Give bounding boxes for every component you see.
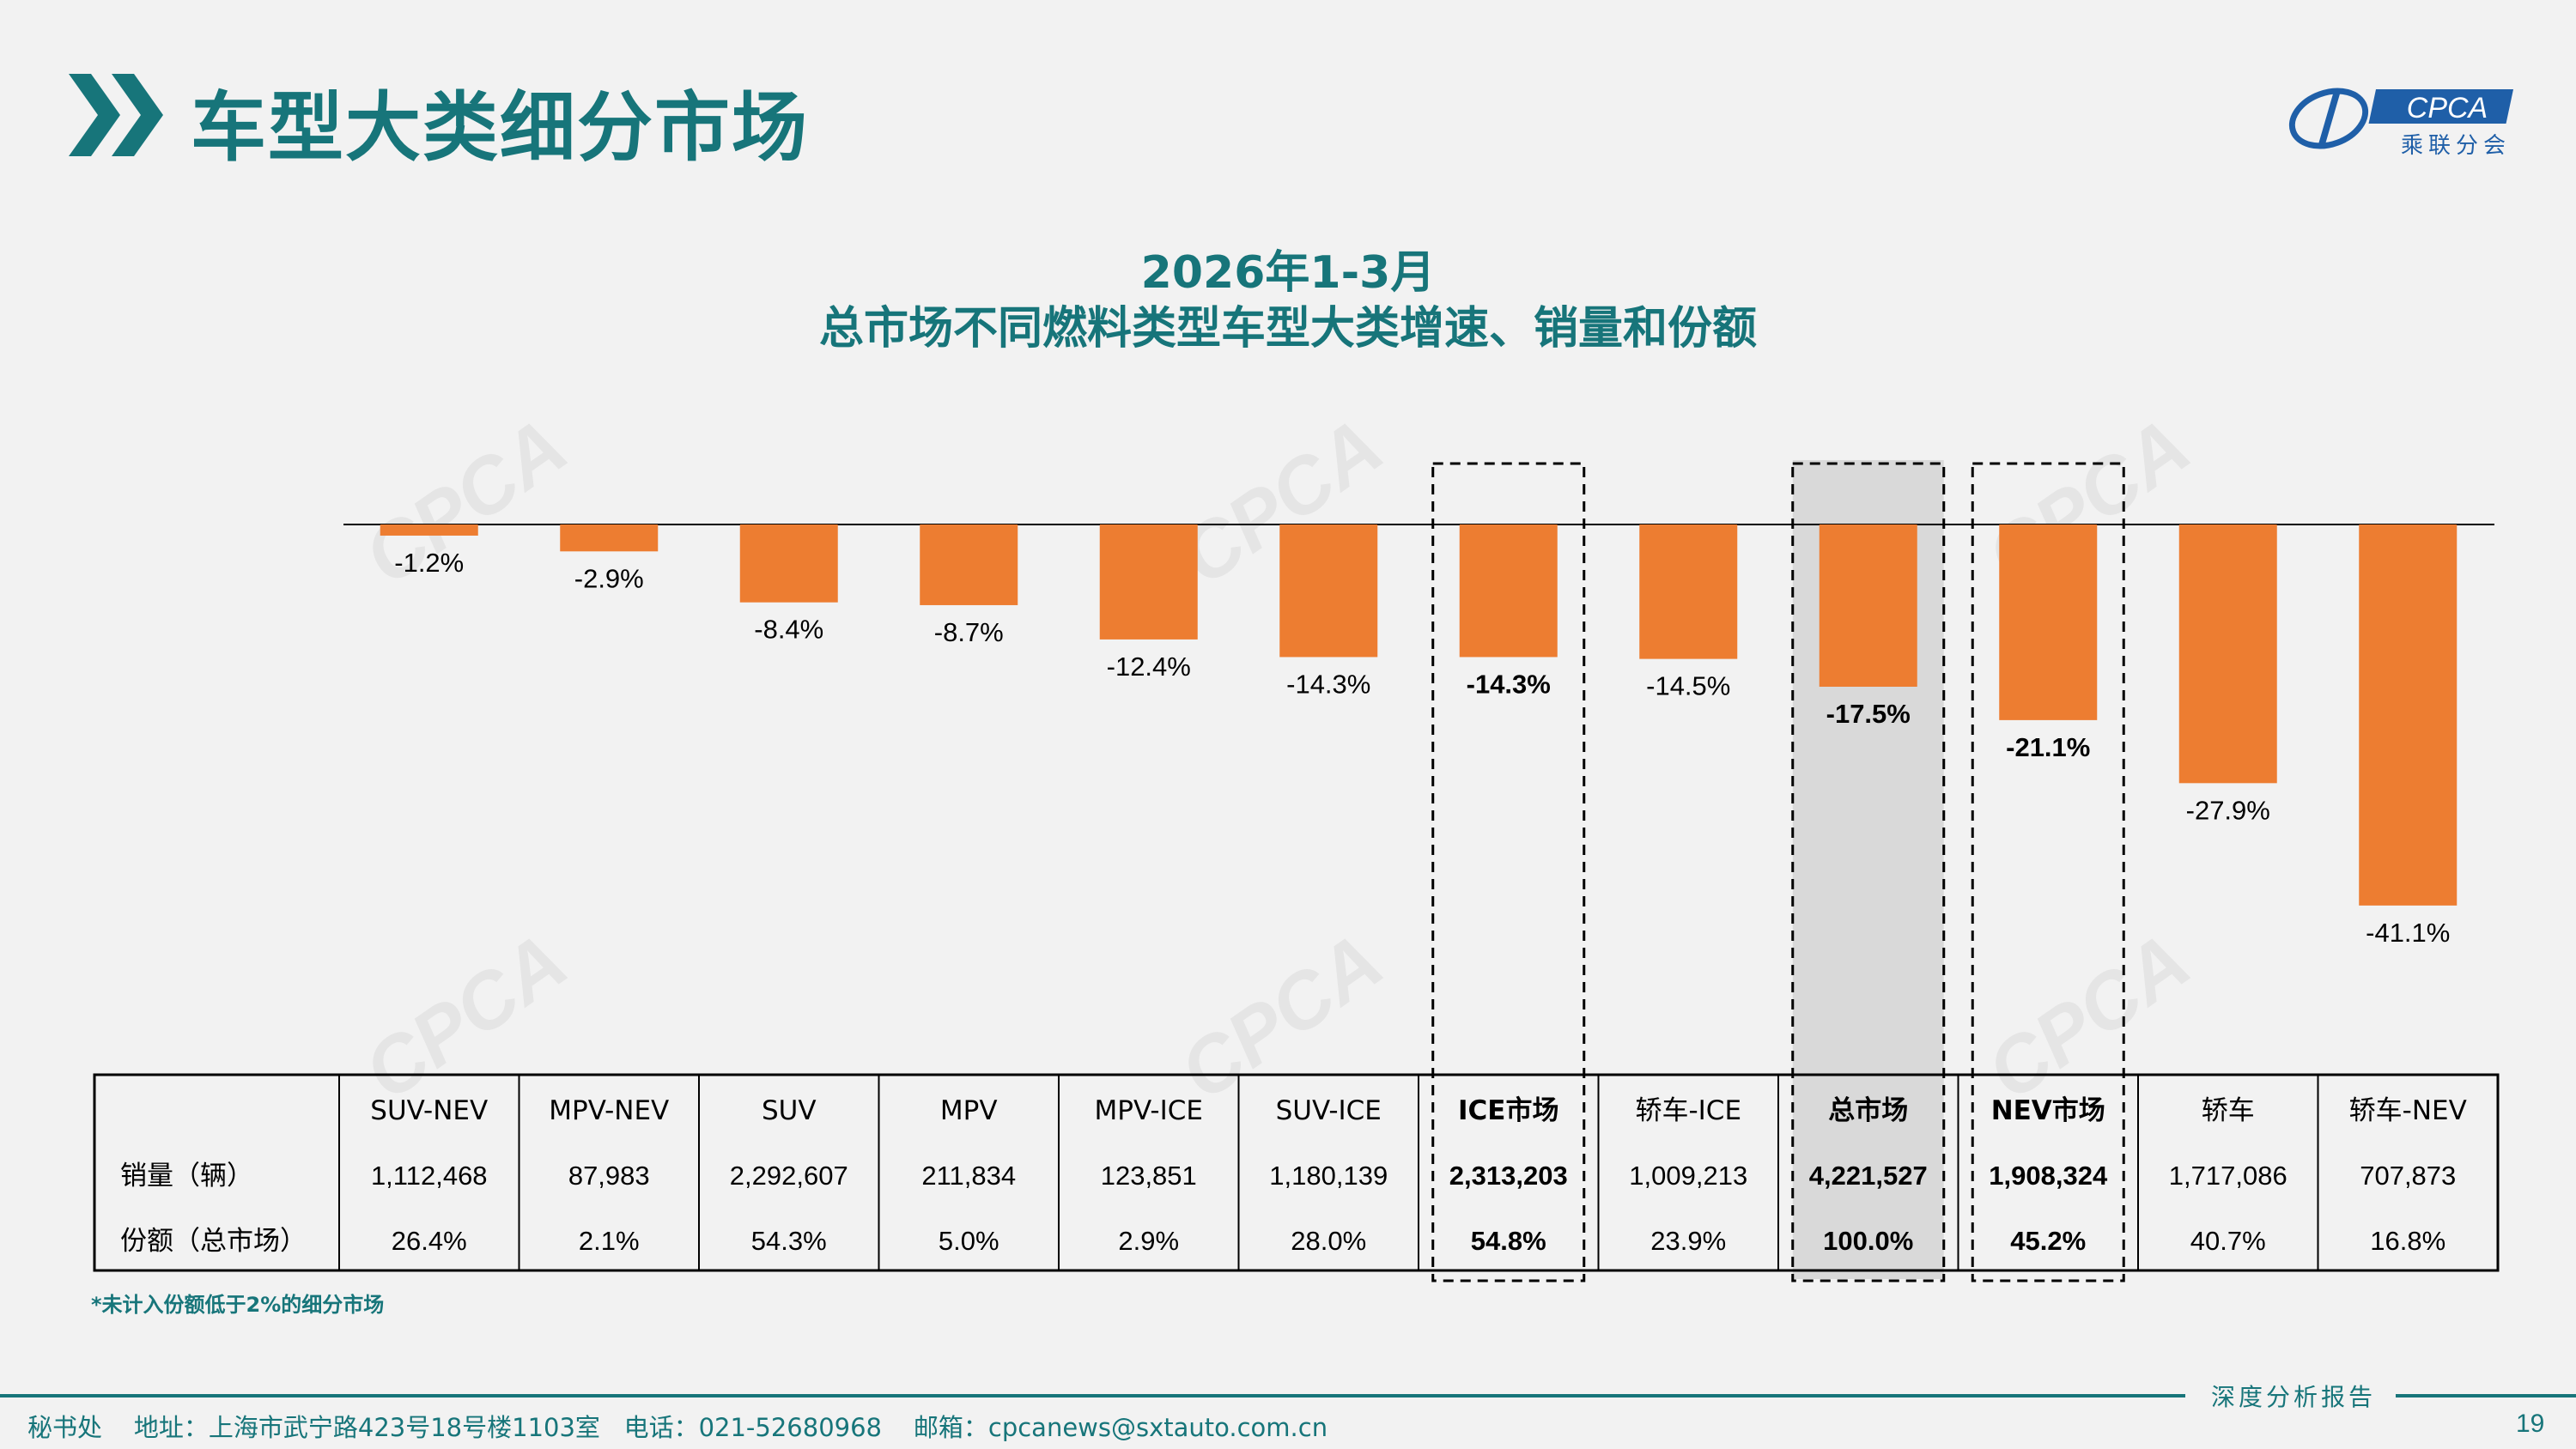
footer-line-right xyxy=(2396,1394,2576,1397)
bar-总市场 xyxy=(1819,524,1917,687)
bar-label-SUV: -8.4% xyxy=(754,615,823,645)
table-cell: 1,112,468 xyxy=(371,1161,488,1191)
watermark: CPCA xyxy=(1971,917,2205,1117)
table-header-MPV: MPV xyxy=(940,1095,998,1126)
table-cell: 707,873 xyxy=(2360,1161,2456,1191)
table-cell: 54.3% xyxy=(751,1226,827,1256)
table-cell: 87,983 xyxy=(568,1161,650,1191)
bar-label-NEV市场: -21.1% xyxy=(2006,732,2090,762)
table-row-label: 份额（总市场） xyxy=(120,1226,307,1257)
watermark: CPCA xyxy=(349,917,582,1117)
bar-SUV-ICE xyxy=(1279,524,1378,658)
table-header-轿车-NEV: 轿车-NEV xyxy=(2349,1095,2467,1126)
svg-text:乘联分会: 乘联分会 xyxy=(2401,133,2511,159)
page-number: 19 xyxy=(2516,1410,2545,1438)
table-header-轿车: 轿车 xyxy=(2202,1095,2255,1126)
table-cell: 16.8% xyxy=(2370,1226,2445,1256)
table-header-MPV-ICE: MPV-ICE xyxy=(1095,1095,1203,1126)
bar-轿车 xyxy=(2178,524,2277,784)
bar-label-轿车: -27.9% xyxy=(2186,795,2270,825)
bar-label-轿车-NEV: -41.1% xyxy=(2366,918,2450,948)
table-header-SUV-NEV: SUV-NEV xyxy=(370,1095,488,1126)
highlight-box-ICE市场 xyxy=(1431,462,1586,1282)
footer-contact: 秘书处 地址：上海市武宁路423号18号楼1103室 电话：021-526809… xyxy=(27,1413,1328,1442)
footnote: *未计入份额低于2%的细分市场 xyxy=(91,1293,385,1317)
table-row-label: 销量（辆） xyxy=(120,1161,253,1191)
table-cell: 26.4% xyxy=(392,1226,467,1256)
table-cell: 2,313,203 xyxy=(1449,1161,1568,1191)
table-cell: 1,717,086 xyxy=(2169,1161,2287,1191)
table-cell: 2,292,607 xyxy=(730,1161,848,1191)
table-cell: 2.9% xyxy=(1118,1226,1179,1256)
table-header-SUV: SUV xyxy=(762,1095,817,1126)
table-header-MPV-NEV: MPV-NEV xyxy=(549,1095,669,1126)
table-header-NEV市场: NEV市场 xyxy=(1991,1095,2105,1126)
table-header-轿车-ICE: 轿车-ICE xyxy=(1635,1095,1741,1126)
table-cell: 54.8% xyxy=(1471,1226,1546,1256)
bar-label-MPV-NEV: -2.9% xyxy=(574,563,644,593)
table-cell: 211,834 xyxy=(921,1161,1016,1191)
cpca-logo: CPCA 乘联分会 xyxy=(2288,88,2514,159)
bar-MPV-NEV xyxy=(560,524,659,552)
table-cell: 1,180,139 xyxy=(1269,1161,1388,1191)
bar-轿车-ICE xyxy=(1639,524,1738,659)
table-header-总市场: 总市场 xyxy=(1828,1095,1908,1126)
table-cell: 28.0% xyxy=(1291,1226,1366,1256)
table-cell: 45.2% xyxy=(2010,1226,2086,1256)
table-cell: 40.7% xyxy=(2190,1226,2266,1256)
chart-title-line1: 2026年1-3月 xyxy=(1140,247,1436,299)
bar-label-ICE市场: -14.3% xyxy=(1467,669,1551,699)
bar-轿车-NEV xyxy=(2359,524,2458,906)
bar-label-MPV-ICE: -12.4% xyxy=(1107,652,1191,682)
bar-label-轿车-ICE: -14.5% xyxy=(1646,671,1730,701)
bar-SUV xyxy=(739,524,838,603)
bar-ICE市场 xyxy=(1459,524,1558,658)
footer-line-left xyxy=(0,1394,2185,1397)
watermark: CPCA xyxy=(349,402,582,602)
table-cell: 100.0% xyxy=(1823,1226,1913,1256)
bar-label-SUV-ICE: -14.3% xyxy=(1286,669,1370,699)
table-cell: 123,851 xyxy=(1101,1161,1197,1191)
page-title: 车型大类细分市场 xyxy=(191,83,810,172)
bar-label-总市场: -17.5% xyxy=(1826,699,1911,729)
bar-label-SUV-NEV: -1.2% xyxy=(394,548,464,578)
watermark: CPCA xyxy=(1164,917,1398,1117)
table-cell: 2.1% xyxy=(579,1226,640,1256)
table-cell: 5.0% xyxy=(939,1226,999,1256)
bar-MPV-ICE xyxy=(1099,524,1198,640)
chevron-double-icon xyxy=(69,74,163,156)
table-cell: 1,009,213 xyxy=(1629,1161,1747,1191)
table-cell: 4,221,527 xyxy=(1809,1161,1928,1191)
svg-text:CPCA: CPCA xyxy=(2407,92,2488,124)
bar-SUV-NEV xyxy=(380,524,478,536)
bar-NEV市场 xyxy=(1999,524,2098,720)
highlight-box-NEV市场 xyxy=(1971,462,2125,1282)
table-cell: 23.9% xyxy=(1650,1226,1726,1256)
table-header-ICE市场: ICE市场 xyxy=(1458,1095,1558,1126)
footer-report-label: 深度分析报告 xyxy=(2211,1383,2377,1411)
table-header-SUV-ICE: SUV-ICE xyxy=(1276,1095,1382,1126)
bar-MPV xyxy=(920,524,1018,605)
chart-title-line2: 总市场不同燃料类型车型大类增速、销量和份额 xyxy=(818,303,1757,355)
highlight-box-总市场 xyxy=(1791,462,1946,1282)
bar-label-MPV: -8.7% xyxy=(934,617,1004,647)
table-cell: 1,908,324 xyxy=(1989,1161,2108,1191)
